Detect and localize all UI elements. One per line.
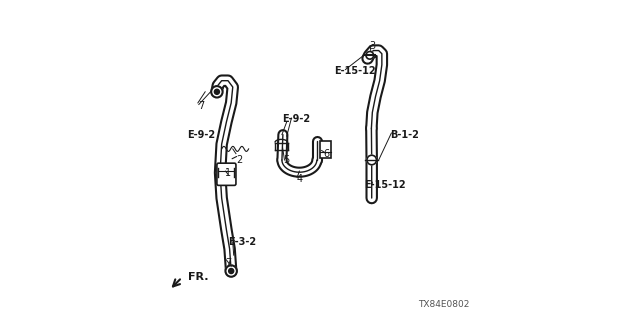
FancyBboxPatch shape (320, 141, 331, 158)
Text: 2: 2 (236, 155, 242, 165)
Text: E-9-2: E-9-2 (282, 114, 310, 124)
Circle shape (366, 52, 374, 59)
Circle shape (211, 86, 223, 98)
Text: 1: 1 (225, 168, 231, 178)
Text: E-9-2: E-9-2 (187, 130, 215, 140)
Text: E-15-12: E-15-12 (334, 66, 376, 76)
Text: E-3-2: E-3-2 (228, 237, 256, 247)
Circle shape (367, 155, 376, 165)
Text: B-1-2: B-1-2 (390, 130, 419, 140)
FancyBboxPatch shape (217, 163, 236, 185)
Text: TX84E0802: TX84E0802 (418, 300, 469, 309)
Circle shape (214, 89, 220, 94)
Text: 7: 7 (225, 258, 231, 268)
Text: 6: 6 (323, 149, 330, 159)
Text: FR.: FR. (188, 272, 209, 282)
Text: 3: 3 (369, 41, 375, 51)
Text: 5: 5 (284, 155, 290, 165)
Circle shape (228, 268, 234, 274)
Text: 7: 7 (198, 101, 204, 111)
Text: 4: 4 (296, 174, 302, 184)
Circle shape (225, 265, 237, 277)
Text: E-15-12: E-15-12 (364, 180, 406, 190)
